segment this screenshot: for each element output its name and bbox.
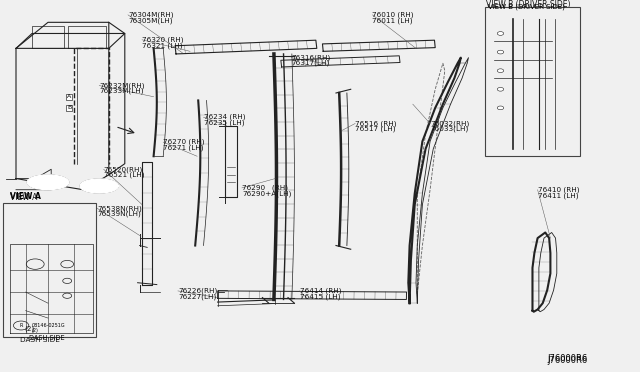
Text: 76317(LH): 76317(LH) bbox=[291, 60, 330, 67]
Ellipse shape bbox=[27, 175, 69, 190]
Text: 08146-0251G: 08146-0251G bbox=[32, 323, 66, 328]
Text: (2): (2) bbox=[24, 326, 35, 333]
Text: 76032(RH): 76032(RH) bbox=[430, 120, 469, 127]
Text: VIEW A: VIEW A bbox=[10, 192, 40, 201]
Text: 76010 (RH): 76010 (RH) bbox=[372, 12, 414, 18]
Text: 76410 (RH): 76410 (RH) bbox=[538, 186, 579, 193]
Text: 76304M(RH): 76304M(RH) bbox=[128, 12, 173, 18]
Text: R: R bbox=[19, 323, 23, 328]
Text: DASH SIDE: DASH SIDE bbox=[29, 335, 65, 341]
Text: 76411 (LH): 76411 (LH) bbox=[538, 192, 578, 199]
Text: 76227(LH): 76227(LH) bbox=[178, 293, 216, 300]
Text: J76000R6: J76000R6 bbox=[547, 356, 588, 365]
Circle shape bbox=[497, 87, 504, 91]
Text: 76414 (RH): 76414 (RH) bbox=[300, 288, 341, 294]
Text: VIEW A: VIEW A bbox=[10, 193, 37, 202]
Text: 76232M(RH): 76232M(RH) bbox=[99, 82, 145, 89]
Text: 76320 (RH): 76320 (RH) bbox=[142, 36, 184, 43]
Text: 76517 (LH): 76517 (LH) bbox=[355, 126, 396, 132]
Text: 76415 (LH): 76415 (LH) bbox=[300, 293, 340, 300]
Circle shape bbox=[497, 69, 504, 73]
Text: 76256M: 76256M bbox=[549, 153, 579, 158]
Text: 76235 (LH): 76235 (LH) bbox=[204, 119, 244, 126]
Text: 76290+A(LH): 76290+A(LH) bbox=[242, 190, 291, 197]
Text: 76011 (LH): 76011 (LH) bbox=[372, 17, 413, 24]
Text: 76305M(LH): 76305M(LH) bbox=[128, 17, 173, 24]
FancyBboxPatch shape bbox=[485, 7, 580, 156]
Ellipse shape bbox=[80, 179, 118, 193]
Circle shape bbox=[497, 106, 504, 110]
Text: 76033(LH): 76033(LH) bbox=[430, 126, 468, 132]
Text: 76226(RH): 76226(RH) bbox=[178, 288, 217, 294]
Circle shape bbox=[497, 50, 504, 54]
Text: DASH SIDE: DASH SIDE bbox=[20, 337, 60, 343]
Text: 76290   (RH): 76290 (RH) bbox=[242, 185, 288, 191]
Text: (2): (2) bbox=[32, 328, 39, 333]
Text: 76521 (LH): 76521 (LH) bbox=[104, 171, 144, 178]
Text: 76520(RH): 76520(RH) bbox=[104, 166, 143, 173]
Text: J76000R6: J76000R6 bbox=[547, 354, 588, 363]
Text: 76271 (LH): 76271 (LH) bbox=[163, 144, 204, 151]
Text: 76233M(LH): 76233M(LH) bbox=[99, 88, 144, 94]
Text: 76516 (RH): 76516 (RH) bbox=[355, 120, 397, 127]
Text: B: B bbox=[67, 105, 71, 110]
Text: 76234 (RH): 76234 (RH) bbox=[204, 114, 245, 121]
Text: A: A bbox=[67, 94, 71, 99]
Text: 76538N(RH): 76538N(RH) bbox=[97, 205, 142, 212]
Text: VIEW B (DRIVER SIDE): VIEW B (DRIVER SIDE) bbox=[488, 3, 564, 10]
Text: 76321 (LH): 76321 (LH) bbox=[142, 42, 182, 49]
Text: VIEW B (DRIVER SIDE): VIEW B (DRIVER SIDE) bbox=[486, 0, 571, 9]
Text: 76539N(LH): 76539N(LH) bbox=[97, 211, 141, 217]
Circle shape bbox=[497, 32, 504, 35]
Text: 76270 (RH): 76270 (RH) bbox=[163, 139, 205, 145]
Text: 76316(RH): 76316(RH) bbox=[291, 54, 330, 61]
